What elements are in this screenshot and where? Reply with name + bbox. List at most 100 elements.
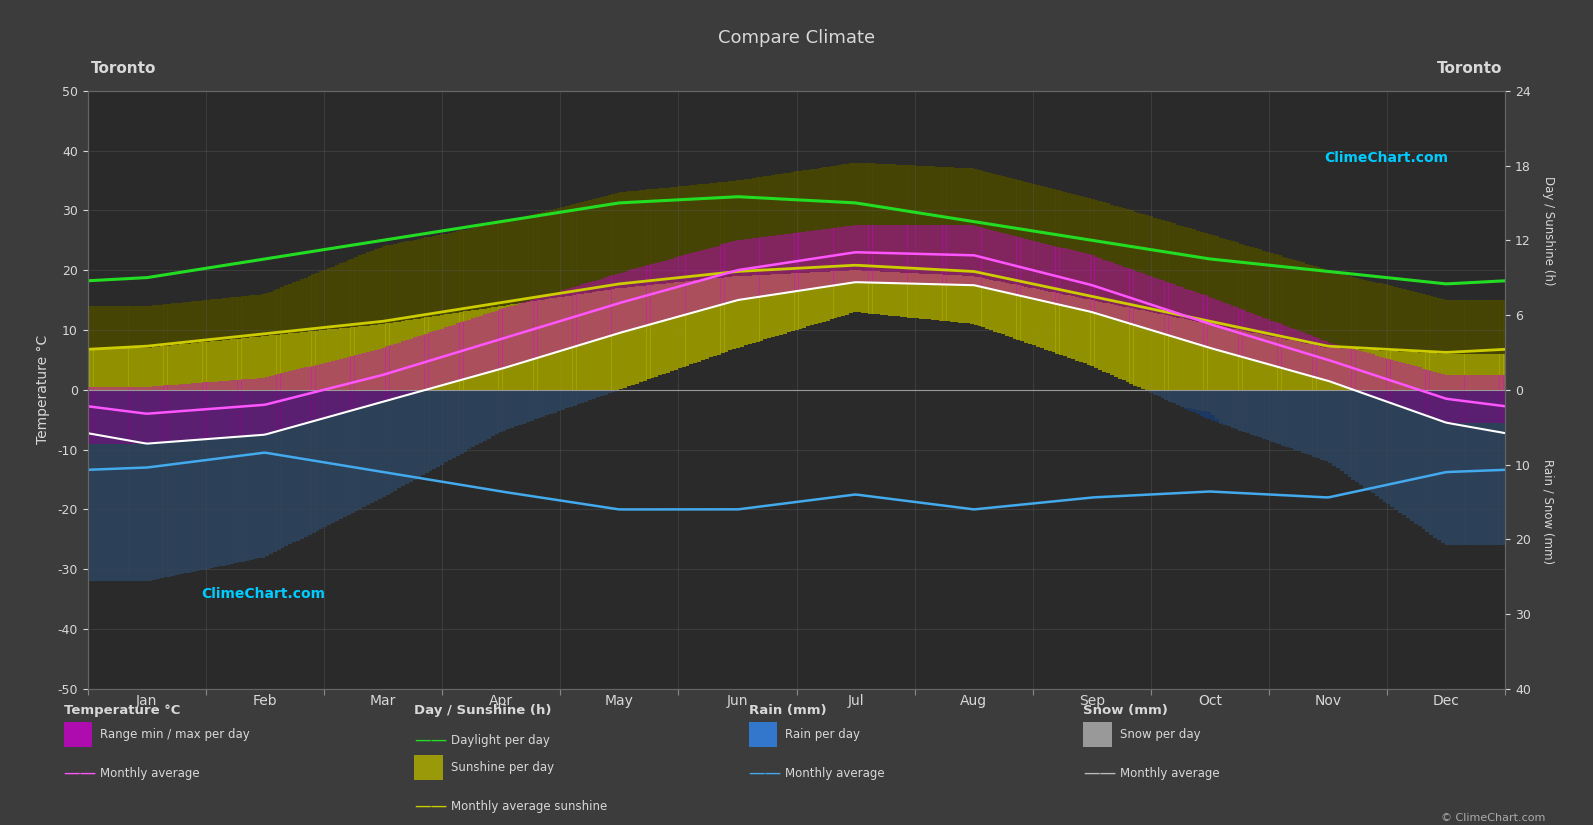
- Bar: [1483, 390, 1488, 545]
- Bar: [1070, 251, 1075, 308]
- Bar: [1149, 390, 1153, 393]
- Bar: [1364, 390, 1367, 394]
- Bar: [811, 272, 814, 325]
- Bar: [986, 279, 989, 329]
- Bar: [124, 390, 129, 444]
- Bar: [1223, 303, 1227, 352]
- Bar: [1184, 390, 1188, 408]
- Bar: [798, 233, 803, 290]
- Bar: [1246, 390, 1251, 433]
- Bar: [1281, 390, 1286, 446]
- Bar: [607, 290, 612, 390]
- Bar: [429, 332, 432, 389]
- Bar: [1016, 180, 1021, 340]
- Bar: [1157, 314, 1161, 390]
- Bar: [124, 348, 129, 390]
- Bar: [572, 295, 577, 390]
- Bar: [1258, 334, 1262, 390]
- Bar: [1316, 338, 1321, 378]
- Bar: [327, 390, 331, 525]
- Bar: [599, 390, 604, 396]
- Bar: [1477, 390, 1480, 422]
- Bar: [405, 390, 409, 484]
- Bar: [202, 390, 207, 439]
- Bar: [849, 271, 854, 314]
- Bar: [178, 345, 183, 390]
- Bar: [1040, 243, 1043, 300]
- Bar: [803, 232, 806, 290]
- Bar: [916, 166, 919, 318]
- Bar: [1294, 260, 1297, 390]
- Bar: [911, 166, 916, 318]
- Bar: [744, 179, 747, 346]
- Bar: [1243, 331, 1246, 390]
- Bar: [253, 390, 256, 436]
- Bar: [1126, 268, 1129, 323]
- Bar: [277, 375, 280, 390]
- Bar: [550, 294, 553, 354]
- Bar: [701, 184, 706, 361]
- Bar: [1464, 390, 1469, 422]
- Bar: [1286, 390, 1289, 447]
- Bar: [825, 271, 830, 321]
- Bar: [229, 390, 234, 437]
- Bar: [487, 314, 491, 372]
- Bar: [312, 390, 315, 421]
- Bar: [986, 229, 989, 288]
- Bar: [1008, 234, 1013, 294]
- Bar: [752, 276, 755, 343]
- Bar: [1067, 295, 1070, 358]
- Bar: [782, 234, 787, 293]
- Bar: [167, 385, 172, 390]
- Bar: [405, 340, 409, 390]
- Bar: [927, 225, 930, 284]
- Bar: [798, 273, 803, 329]
- Bar: [242, 338, 245, 390]
- Bar: [405, 242, 409, 390]
- Bar: [1153, 218, 1157, 390]
- Bar: [529, 390, 534, 421]
- Bar: [1297, 390, 1301, 451]
- Bar: [94, 390, 97, 581]
- Bar: [1168, 316, 1172, 390]
- Bar: [121, 390, 124, 581]
- Bar: [319, 271, 323, 390]
- Bar: [553, 390, 558, 412]
- Bar: [502, 308, 507, 368]
- Bar: [307, 332, 312, 390]
- Bar: [409, 390, 413, 482]
- Bar: [1219, 390, 1223, 423]
- Bar: [245, 390, 250, 561]
- Bar: [806, 231, 811, 290]
- Bar: [1348, 276, 1351, 390]
- Bar: [1504, 300, 1507, 390]
- Bar: [1464, 354, 1469, 390]
- Bar: [1386, 285, 1391, 390]
- Bar: [1258, 316, 1262, 362]
- Bar: [382, 390, 386, 497]
- Bar: [1176, 390, 1180, 405]
- Bar: [1456, 354, 1461, 390]
- Bar: [545, 295, 550, 355]
- Bar: [1262, 390, 1266, 439]
- Bar: [207, 390, 210, 568]
- Bar: [523, 217, 526, 390]
- Bar: [1118, 207, 1121, 379]
- Bar: [1364, 280, 1367, 390]
- Bar: [1375, 390, 1380, 496]
- Bar: [569, 288, 572, 348]
- Bar: [319, 364, 323, 390]
- Bar: [467, 311, 472, 390]
- Bar: [1207, 390, 1211, 412]
- Text: ——: ——: [64, 764, 97, 782]
- Bar: [1270, 337, 1274, 390]
- Bar: [249, 390, 253, 560]
- Bar: [1343, 390, 1348, 474]
- Bar: [1429, 390, 1434, 417]
- Bar: [210, 342, 215, 390]
- Bar: [183, 384, 186, 390]
- Bar: [151, 390, 156, 580]
- Bar: [472, 318, 475, 377]
- Bar: [957, 276, 962, 323]
- Bar: [1305, 390, 1309, 454]
